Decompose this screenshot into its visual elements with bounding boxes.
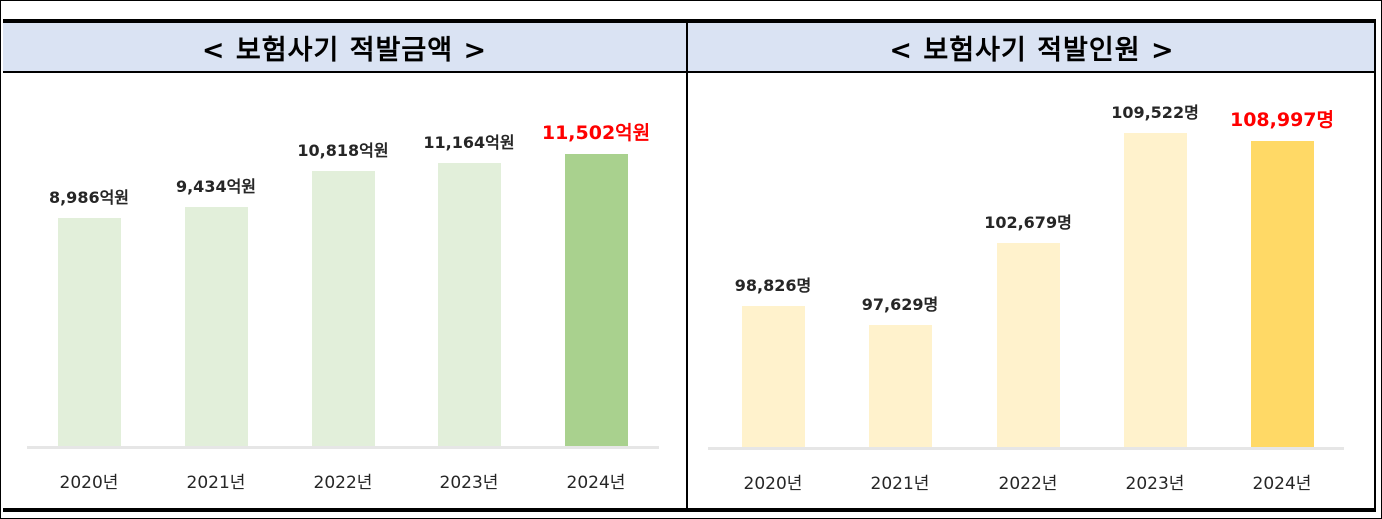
- bar-2024년: [1251, 141, 1314, 447]
- fraud-persons-chart: 98,826명 2020년 97,629명 2021년 102,679명 2022년 109…: [688, 73, 1374, 508]
- x-tick-label: 2022년: [313, 473, 373, 493]
- value-label: 10,818억원: [297, 141, 389, 161]
- x-tick-label: 2024년: [1252, 474, 1312, 494]
- x-axis-line: [27, 446, 659, 449]
- x-tick-label: 2022년: [998, 474, 1058, 494]
- bar-2021년: [869, 325, 932, 447]
- bar-2020년: [742, 305, 805, 447]
- value-label: 102,679명: [984, 213, 1072, 233]
- value-label: 108,997명: [1229, 109, 1335, 132]
- bar-2022년: [997, 243, 1060, 447]
- left-chart-title: < 보험사기 적발금액 >: [3, 23, 686, 73]
- chart-table: < 보험사기 적발금액 > < 보험사기 적발인원 > 8,986억원 2020년…: [3, 19, 1376, 512]
- value-label: 8,986억원: [48, 188, 130, 207]
- column-divider: [686, 23, 688, 508]
- right-chart-title: < 보험사기 적발인원 >: [688, 23, 1376, 73]
- value-label: 98,826명: [734, 275, 812, 295]
- top-border: [3, 19, 1376, 23]
- fraud-amount-chart: 8,986억원 2020년 9,434억원 2021년 10,818억원 2022년 11,…: [3, 73, 686, 508]
- bar-2020년: [58, 218, 121, 446]
- x-tick-label: 2020년: [743, 474, 803, 494]
- x-tick-label: 2023년: [1125, 474, 1185, 494]
- x-tick-label: 2023년: [439, 473, 499, 493]
- value-label: 109,522명: [1111, 103, 1199, 122]
- bar-2024년: [565, 154, 628, 446]
- x-tick-label: 2021년: [870, 474, 930, 494]
- right-border: [1374, 23, 1376, 508]
- value-label: 97,629명: [861, 295, 939, 314]
- bar-2021년: [185, 206, 248, 446]
- value-label: 9,434억원: [175, 176, 257, 196]
- bar-2022년: [312, 171, 375, 446]
- x-axis-line: [708, 447, 1344, 450]
- x-tick-label: 2020년: [59, 473, 119, 493]
- value-label: 11,164억원: [423, 132, 515, 152]
- value-label: 11,502억원: [541, 122, 651, 144]
- bar-2023년: [1124, 133, 1187, 447]
- x-tick-label: 2024년: [566, 473, 626, 493]
- bar-2023년: [438, 162, 501, 446]
- bottom-border: [3, 508, 1376, 512]
- x-tick-label: 2021년: [186, 473, 246, 493]
